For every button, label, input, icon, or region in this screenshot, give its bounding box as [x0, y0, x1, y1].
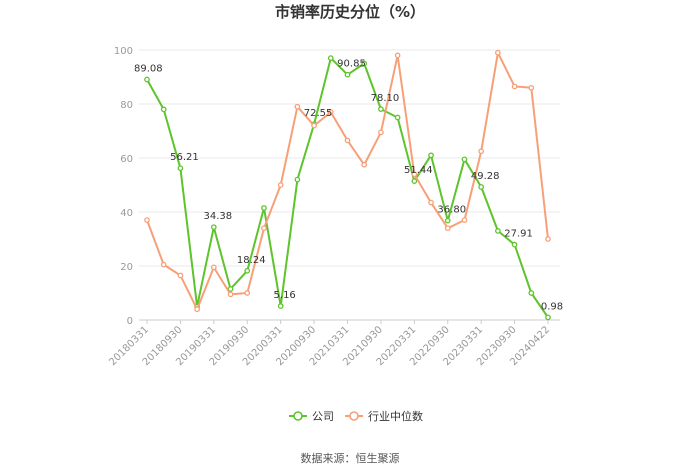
data-point [545, 314, 551, 321]
data-point [378, 106, 384, 112]
data-point [177, 165, 184, 172]
y-tick-label: 0 [127, 316, 133, 327]
data-point [244, 267, 251, 274]
data-point [528, 290, 535, 296]
data-label: 49.28 [471, 171, 500, 182]
data-label: 89.08 [134, 63, 163, 74]
data-point [144, 217, 150, 223]
data-point [277, 182, 284, 188]
data-label: 90.85 [337, 59, 366, 70]
legend-label: 公司 [312, 410, 334, 423]
y-tick-label: 20 [120, 262, 133, 273]
data-label: 36.80 [437, 205, 466, 216]
data-point [210, 264, 217, 271]
data-point [210, 224, 217, 231]
data-point [461, 156, 468, 163]
data-point [194, 306, 200, 313]
data-label: 72.55 [304, 108, 333, 119]
data-point [495, 49, 501, 56]
data-point [394, 52, 401, 59]
data-point [261, 225, 267, 232]
data-label: 5.16 [274, 290, 296, 301]
data-point [411, 171, 418, 178]
data-point [394, 114, 401, 121]
data-point [177, 272, 184, 279]
data-point [144, 76, 150, 83]
data-label: 78.10 [371, 93, 400, 104]
legend-marker [349, 411, 359, 421]
source-note: 数据来源：恒生聚源 [301, 451, 400, 465]
data-point [511, 241, 518, 248]
data-point [277, 303, 284, 309]
data-label: 27.91 [504, 229, 533, 240]
data-point [478, 148, 485, 155]
data-point [311, 122, 317, 129]
data-point [545, 236, 551, 242]
data-point [227, 286, 234, 292]
data-point [361, 60, 368, 67]
data-point [378, 129, 384, 136]
data-point [444, 225, 451, 232]
data-point [160, 106, 167, 113]
data-point [528, 84, 535, 91]
grid-layer [139, 49, 560, 321]
data-point [294, 103, 301, 110]
data-point [244, 290, 251, 296]
y-tick-label: 40 [120, 208, 133, 219]
data-label-layer: 89.08 56.21 34.38 18.24 5.16 72.55 90.85 78.10 5… [134, 59, 563, 313]
data-point [261, 205, 267, 211]
series-line-company [146, 57, 549, 318]
legend: 公司 行业中位数 [289, 409, 423, 423]
data-point [411, 178, 418, 184]
data-point [495, 228, 501, 234]
series-layer [144, 49, 551, 321]
chart-title: 市销率历史分位（%） [275, 3, 425, 21]
data-point [428, 152, 434, 159]
legend-marker [293, 411, 303, 421]
data-label: 51.44 [404, 165, 433, 176]
data-point [478, 184, 485, 190]
legend-label: 行业中位数 [368, 409, 423, 423]
data-label: 56.21 [170, 152, 199, 163]
data-point [361, 161, 368, 168]
data-point [428, 199, 434, 206]
data-point [444, 217, 451, 224]
data-point [511, 83, 518, 90]
data-point [227, 291, 234, 298]
y-tick-label: 80 [120, 100, 133, 111]
data-point [344, 137, 351, 144]
data-point [327, 109, 334, 115]
data-label: 18.24 [237, 255, 266, 266]
data-point [327, 55, 334, 61]
y-tick-label: 100 [114, 46, 133, 57]
data-point [294, 176, 301, 183]
data-label: 0.98 [541, 301, 563, 312]
y-tick-label: 60 [120, 154, 133, 165]
data-label: 34.38 [204, 211, 233, 222]
data-point [344, 71, 351, 78]
data-point [160, 261, 167, 268]
data-point [461, 217, 468, 223]
